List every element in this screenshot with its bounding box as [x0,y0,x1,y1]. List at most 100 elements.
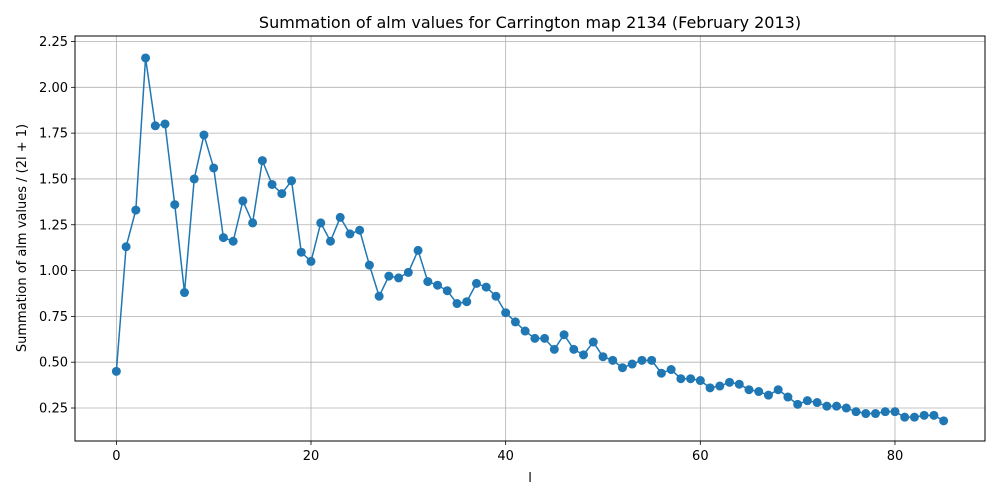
data-point [802,396,812,406]
data-point [608,355,618,365]
y-tick-label: 2.25 [39,35,68,50]
data-point [111,366,121,376]
y-tick-label: 0.50 [39,356,68,371]
data-point [744,385,754,395]
data-point [452,299,462,309]
data-point [880,407,890,417]
series-line [115,57,945,422]
data-point [150,121,160,131]
data-point [306,256,316,266]
data-point [433,280,443,290]
data-point [131,205,141,215]
y-tick-label: 1.00 [39,264,68,279]
data-point [549,344,559,354]
data-point [462,297,472,307]
data-point [491,291,501,301]
data-point [617,363,627,373]
data-point [686,374,696,384]
data-point [773,385,783,395]
plot-frame [74,35,986,442]
data-point [734,379,744,389]
data-point [676,374,686,384]
data-point [501,308,511,318]
data-point [909,412,919,422]
data-point [218,233,228,243]
data-point [540,333,550,343]
data-point [851,407,861,417]
data-point [812,398,822,408]
data-point [228,236,238,246]
data-point [919,410,929,420]
data-point [179,288,189,298]
y-tick-label: 0.75 [39,310,68,325]
data-point [160,119,170,129]
data-point [598,352,608,362]
data-point [763,390,773,400]
y-tick-label: 1.50 [39,172,68,187]
data-point [832,401,842,411]
data-point [530,333,540,343]
data-point [588,337,598,347]
data-point [355,225,365,235]
data-point [783,392,793,402]
data-points [111,53,949,426]
data-point [822,401,832,411]
data-point [384,271,394,281]
data-point [423,277,433,287]
data-point [374,291,384,301]
data-point [199,130,209,140]
data-point [296,247,306,257]
data-point [394,273,404,283]
x-axis-title: l [528,471,532,486]
data-point [510,317,520,327]
x-tick-label: 60 [692,449,709,464]
data-point [627,359,637,369]
data-point [861,409,871,419]
chart-title: Summation of alm values for Carrington m… [259,13,801,32]
data-point [248,218,258,228]
data-point [471,278,481,288]
data-point [841,403,851,413]
data-point [900,412,910,422]
data-point [579,350,589,360]
x-tick-label: 20 [303,449,320,464]
data-point [715,381,725,391]
data-point [725,377,735,387]
data-point [656,368,666,378]
data-point [189,174,199,184]
data-point [647,355,657,365]
y-tick-label: 2.00 [39,81,68,96]
data-point [345,229,355,239]
data-point [335,212,345,222]
series-polyline [115,57,945,422]
data-point [238,196,248,206]
data-point [325,236,335,246]
data-point [754,387,764,397]
data-point [520,326,530,336]
data-point [403,267,413,277]
data-point [413,245,423,255]
x-tick-label: 80 [887,449,904,464]
data-point [637,355,647,365]
data-point [559,330,569,340]
y-tick-label: 1.25 [39,218,68,233]
data-point [316,218,326,228]
data-point [277,189,287,199]
data-point [939,416,949,426]
data-point [705,383,715,393]
data-point [695,376,705,386]
y-tick-label: 1.75 [39,127,68,142]
data-point [793,399,803,409]
data-point [287,176,297,186]
data-point [666,365,676,375]
x-tick-label: 0 [112,449,120,464]
data-point [121,242,131,252]
data-point [890,407,900,417]
data-point [257,156,267,166]
data-point [209,163,219,173]
x-tick-label: 40 [497,449,514,464]
y-tick-label: 0.25 [39,402,68,417]
data-point [481,282,491,292]
data-point [170,200,180,210]
